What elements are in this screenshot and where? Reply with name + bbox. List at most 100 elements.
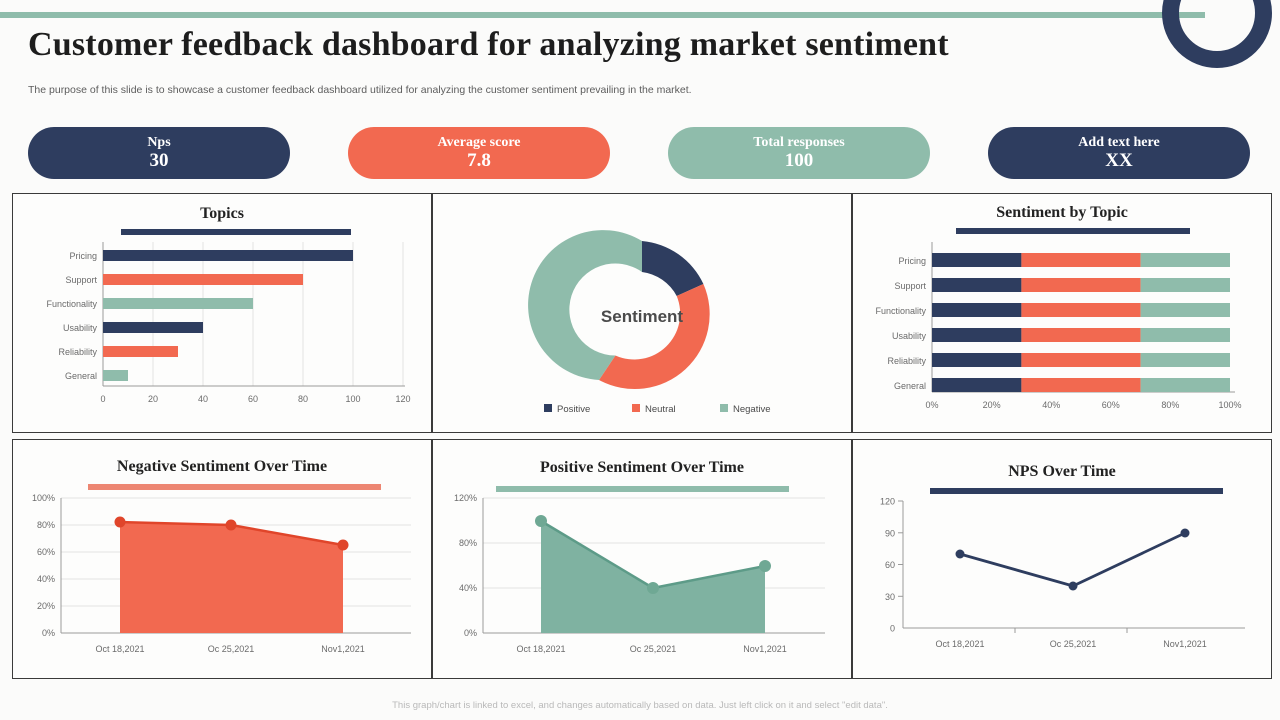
tick-marks <box>898 500 1128 633</box>
data-point <box>1068 581 1078 591</box>
svg-text:30: 30 <box>885 592 895 602</box>
kpi-value: 100 <box>784 150 814 171</box>
svg-text:Usability: Usability <box>63 323 98 333</box>
svg-text:Oc 25,2021: Oc 25,2021 <box>630 644 677 654</box>
svg-text:100%: 100% <box>32 493 55 503</box>
page-title: Customer feedback dashboard for analyzin… <box>28 26 949 63</box>
decorative-ring-shape <box>1162 0 1272 68</box>
bar-series <box>103 250 353 381</box>
svg-text:40%: 40% <box>459 583 477 593</box>
row-usability <box>932 328 1230 342</box>
svg-text:60: 60 <box>248 394 258 404</box>
chart-card-negative-sentiment: Negative Sentiment Over Time <box>12 439 432 679</box>
svg-text:Oct 18,2021: Oct 18,2021 <box>95 644 144 654</box>
data-point <box>1180 528 1190 538</box>
footer-note: This graph/chart is linked to excel, and… <box>392 700 888 711</box>
legend-swatch-negative <box>720 404 728 412</box>
page-subtitle: The purpose of this slide is to showcase… <box>28 84 692 96</box>
bar-pricing <box>103 250 353 261</box>
svg-text:0%: 0% <box>925 400 938 410</box>
svg-text:120%: 120% <box>454 493 477 503</box>
svg-text:Oc 25,2021: Oc 25,2021 <box>208 644 255 654</box>
sentiment-by-topic-chart: Pricing Support Functionality Usability … <box>875 242 1242 410</box>
x-tick-labels: Oct 18,2021 Oc 25,2021 Nov1,2021 <box>935 639 1206 649</box>
svg-text:100%: 100% <box>1218 400 1241 410</box>
svg-text:120: 120 <box>395 394 410 404</box>
kpi-row: Nps 30 Average score 7.8 Total responses… <box>28 127 1252 179</box>
title-rule <box>930 488 1223 494</box>
svg-text:Support: Support <box>65 275 97 285</box>
legend-swatch-positive <box>544 404 552 412</box>
svg-text:Pricing: Pricing <box>69 251 97 261</box>
chart-card-sentiment-donut: Sentiment Positive Neutral Negative <box>432 193 852 433</box>
area-fill <box>120 522 343 633</box>
kpi-card-average-score[interactable]: Average score 7.8 <box>348 127 610 179</box>
title-rule <box>496 486 789 492</box>
bar-support <box>103 274 303 285</box>
kpi-label: Average score <box>437 135 521 150</box>
svg-text:120: 120 <box>880 497 895 507</box>
row-reliability <box>932 353 1230 367</box>
svg-text:80%: 80% <box>37 520 55 530</box>
svg-text:20%: 20% <box>983 400 1001 410</box>
chart-card-topics: Topics <box>12 193 432 433</box>
row-support <box>932 278 1230 292</box>
data-point <box>759 560 771 572</box>
title-rule <box>121 229 351 235</box>
svg-text:40: 40 <box>198 394 208 404</box>
negative-sentiment-area-chart: 100% 80% 60% 40% 20% 0% Oct 18,2021 Oc 2… <box>32 493 411 654</box>
svg-text:80%: 80% <box>459 538 477 548</box>
row-general <box>932 378 1230 392</box>
svg-text:Nov1,2021: Nov1,2021 <box>743 644 787 654</box>
svg-text:60%: 60% <box>37 547 55 557</box>
sentiment-donut-chart: Sentiment Positive Neutral Negative <box>528 230 771 415</box>
donut-slice-neutral <box>599 284 710 390</box>
svg-text:Support: Support <box>894 281 926 291</box>
y-tick-labels: 100% 80% 60% 40% 20% 0% <box>32 493 55 638</box>
kpi-value: XX <box>1105 150 1133 171</box>
top-accent-bar <box>0 12 1205 18</box>
kpi-card-nps[interactable]: Nps 30 <box>28 127 290 179</box>
donut-slice-positive <box>642 241 704 296</box>
trend-line <box>959 531 1186 588</box>
data-point <box>647 582 659 594</box>
svg-text:90: 90 <box>885 528 895 538</box>
y-tick-labels: 120% 80% 40% 0% <box>454 493 477 638</box>
svg-text:Functionality: Functionality <box>46 299 97 309</box>
svg-text:Pricing: Pricing <box>898 256 926 266</box>
svg-text:0%: 0% <box>464 628 477 638</box>
donut-slice-negative <box>528 230 642 380</box>
kpi-value: 7.8 <box>467 150 491 171</box>
bar-usability <box>103 322 203 333</box>
svg-text:Usability: Usability <box>892 331 927 341</box>
svg-text:0: 0 <box>890 624 895 634</box>
nps-over-time-line-chart: 120 90 60 30 0 Oct 18,2021 Oc 25,2021 No… <box>880 497 1245 649</box>
gridlines <box>102 242 404 386</box>
donut-legend: Positive Neutral Negative <box>544 404 771 415</box>
topics-bar-chart: Pricing Support Functionality Usability … <box>46 242 411 404</box>
donut-center-label: Sentiment <box>601 307 684 326</box>
y-tick-labels: Pricing Support Functionality Usability … <box>46 251 97 381</box>
row-functionality <box>932 303 1230 317</box>
row-pricing <box>932 253 1230 267</box>
svg-text:0%: 0% <box>42 628 55 638</box>
svg-text:General: General <box>65 371 97 381</box>
stacked-bar-series <box>932 253 1230 392</box>
chart-card-positive-sentiment: Positive Sentiment Over Time 120% 80% <box>432 439 852 679</box>
kpi-card-total-responses[interactable]: Total responses 100 <box>668 127 930 179</box>
bar-functionality <box>103 298 253 309</box>
x-tick-labels: 0% 20% 40% 60% 80% 100% <box>925 400 1241 410</box>
chart-card-nps-over-time: NPS Over Time 120 <box>852 439 1272 679</box>
legend-label-neutral: Neutral <box>645 404 676 415</box>
chart-title-topics: Topics <box>200 205 244 222</box>
chart-card-sentiment-by-topic: Sentiment by Topic <box>852 193 1272 433</box>
svg-text:20%: 20% <box>37 601 55 611</box>
legend-swatch-neutral <box>632 404 640 412</box>
kpi-card-add-text-here[interactable]: Add text here XX <box>988 127 1250 179</box>
positive-sentiment-area-chart: 120% 80% 40% 0% Oct 18,2021 Oc 25,2021 N… <box>454 493 825 654</box>
svg-text:Reliability: Reliability <box>887 356 926 366</box>
title-rule <box>88 484 381 490</box>
svg-text:Nov1,2021: Nov1,2021 <box>321 644 365 654</box>
bar-reliability <box>103 346 178 357</box>
